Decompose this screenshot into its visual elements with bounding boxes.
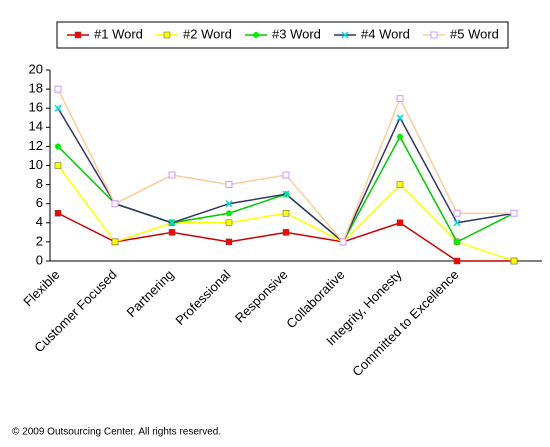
y-tick-label: 6 (36, 195, 43, 210)
point (453, 257, 461, 265)
point (341, 31, 349, 39)
point (168, 229, 176, 236)
point (396, 181, 404, 188)
point (510, 209, 518, 217)
point (282, 229, 290, 236)
point (282, 190, 290, 198)
y-tick-label: 12 (29, 138, 43, 153)
point (225, 200, 233, 208)
y-tick-label: 20 (29, 61, 43, 76)
series (54, 85, 518, 246)
legend-label: #1 Word (94, 26, 143, 41)
point (54, 85, 62, 93)
x-tick-label: Collaborative (283, 267, 347, 331)
point (430, 31, 438, 39)
point (453, 219, 461, 227)
point (396, 219, 404, 227)
y-tick-label: 2 (36, 233, 43, 248)
point (226, 210, 232, 217)
point (111, 200, 119, 208)
point (225, 238, 233, 246)
point (168, 219, 176, 227)
point (253, 32, 259, 38)
legend-label: #5 Word (450, 26, 499, 41)
x-tick-label: Responsive (232, 267, 291, 326)
y-tick-label: 14 (29, 119, 43, 134)
y-tick-label: 16 (29, 100, 43, 115)
point (454, 238, 460, 245)
point (282, 171, 290, 179)
x-tick-label: Professional (172, 267, 233, 328)
y-tick-label: 0 (36, 252, 43, 267)
footer: © 2009 Outsourcing Center. All rights re… (12, 427, 221, 438)
point (453, 209, 461, 217)
point (54, 104, 62, 112)
point (54, 162, 62, 169)
series-line (57, 88, 514, 244)
point (111, 238, 119, 246)
y-tick-label: 4 (36, 214, 43, 229)
point (168, 171, 176, 179)
point (225, 219, 233, 227)
x-tick-label: Partnering (124, 267, 177, 320)
point (55, 143, 61, 150)
point (396, 95, 404, 103)
x-tick-label: Flexible (20, 267, 62, 309)
series (54, 210, 518, 265)
y-tick-label: 8 (36, 176, 43, 191)
y-tick-label: 10 (29, 157, 43, 172)
point (397, 133, 403, 140)
point (396, 114, 404, 122)
legend-label: #4 Word (361, 26, 410, 41)
point (339, 238, 347, 246)
series (55, 133, 517, 245)
x-tick-label: Committed to Excellence (349, 267, 461, 379)
point (510, 257, 518, 265)
legend-label: #2 Word (183, 26, 232, 41)
point (74, 31, 82, 39)
y-tick-label: 18 (29, 81, 43, 96)
point (54, 210, 62, 217)
legend-label: #3 Word (272, 26, 321, 41)
point (225, 181, 233, 189)
point (282, 210, 290, 217)
point (163, 31, 171, 39)
